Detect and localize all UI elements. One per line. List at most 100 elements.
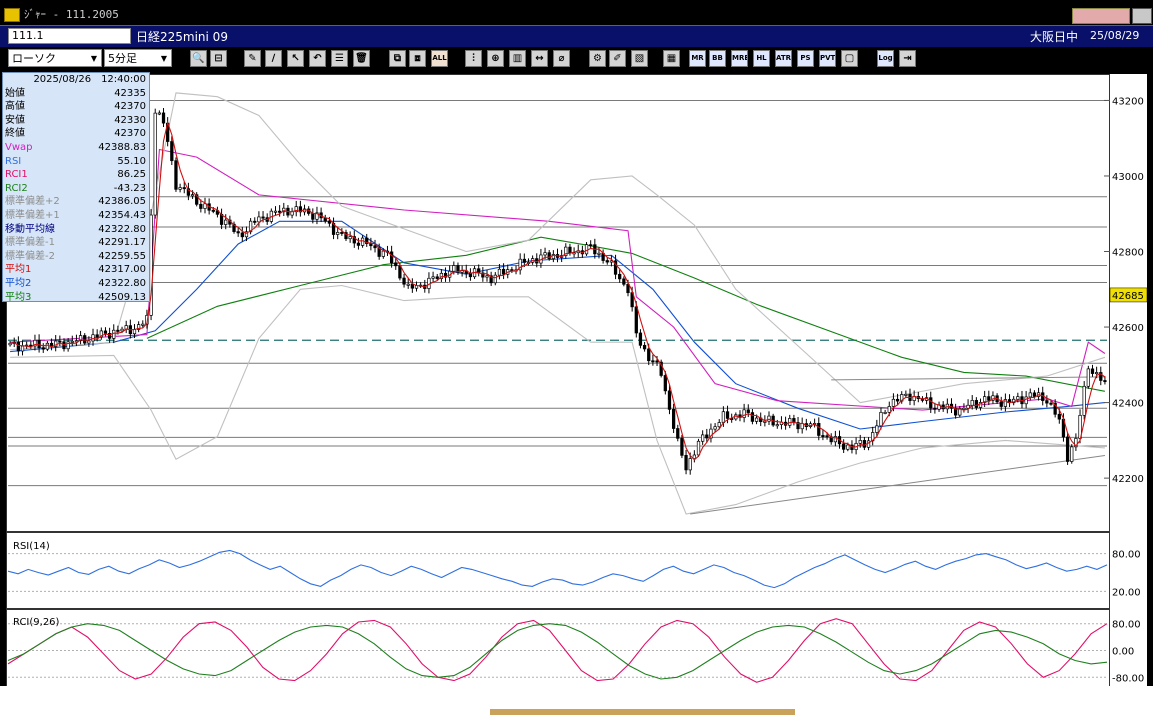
candle bbox=[742, 409, 746, 418]
chart-type-select[interactable]: ローソク ▼ bbox=[8, 49, 102, 67]
square-button[interactable]: ▢ bbox=[841, 50, 858, 67]
restore-button[interactable] bbox=[1072, 8, 1130, 24]
candle bbox=[41, 347, 45, 350]
price-tick-label: 42600 bbox=[1112, 323, 1144, 334]
candle bbox=[1045, 400, 1049, 404]
search-button[interactable]: 🔍 bbox=[190, 50, 207, 67]
candle bbox=[883, 411, 887, 414]
bb-button[interactable]: BB bbox=[709, 50, 726, 67]
price-chart[interactable] bbox=[6, 74, 1110, 532]
undo-button[interactable]: ↶ bbox=[309, 50, 326, 67]
symbol-code-input[interactable]: 111.1 bbox=[8, 28, 131, 44]
ohlc-label: 平均2 bbox=[5, 277, 32, 289]
candle bbox=[966, 404, 970, 409]
candle bbox=[750, 412, 755, 422]
interval-select[interactable]: 5分足 ▼ bbox=[104, 49, 172, 67]
horizontal-scrollbar[interactable] bbox=[490, 709, 795, 715]
candle bbox=[1032, 392, 1037, 397]
mre-button[interactable]: MRE bbox=[731, 50, 748, 67]
candle bbox=[696, 440, 701, 456]
candle bbox=[174, 160, 178, 190]
ohlc-label: 高値 bbox=[5, 101, 25, 113]
panel-tick-label: 0.00 bbox=[1112, 647, 1134, 658]
fit-button[interactable]: ▥ bbox=[509, 50, 526, 67]
ohlc-value: 42370 bbox=[114, 101, 146, 113]
memo-icon: ☰ bbox=[335, 53, 344, 64]
range-button[interactable]: ↔ bbox=[531, 50, 548, 67]
cursor-button[interactable]: ⊟ bbox=[210, 50, 227, 67]
candle bbox=[141, 323, 145, 326]
mr-button[interactable]: MR bbox=[689, 50, 706, 67]
price-tick-label: 42400 bbox=[1112, 399, 1144, 410]
candle bbox=[589, 244, 593, 247]
atr-button[interactable]: ATR bbox=[775, 50, 792, 67]
candle bbox=[501, 268, 506, 275]
draw-button[interactable]: ✎ bbox=[244, 50, 261, 67]
candle bbox=[195, 194, 199, 205]
bar-button[interactable]: ⧉ bbox=[389, 50, 406, 67]
candle bbox=[904, 393, 908, 396]
vol-icon: ⫶ bbox=[472, 53, 475, 64]
vol-button[interactable]: ⫶ bbox=[465, 50, 482, 67]
pointer-button[interactable]: ↖ bbox=[287, 50, 304, 67]
zoom-button[interactable]: ⊕ bbox=[487, 50, 504, 67]
undo-icon: ↶ bbox=[313, 53, 322, 64]
exit-button[interactable]: ⇥ bbox=[899, 50, 916, 67]
ohlc-label: 標準偏差-2 bbox=[5, 250, 55, 262]
candle bbox=[953, 407, 958, 416]
candle bbox=[1090, 368, 1095, 374]
candle bbox=[389, 251, 394, 264]
gear-button[interactable]: ⚙ bbox=[589, 50, 606, 67]
candle bbox=[435, 276, 439, 279]
candle bbox=[493, 274, 497, 284]
close-button[interactable] bbox=[1132, 8, 1152, 24]
log-button[interactable]: Log bbox=[877, 50, 894, 67]
candle bbox=[203, 203, 207, 209]
current-price-label: 42685 bbox=[1112, 291, 1144, 302]
candle bbox=[597, 252, 601, 255]
candle bbox=[70, 340, 74, 343]
candle bbox=[692, 454, 696, 459]
hl-button[interactable]: HL bbox=[753, 50, 770, 67]
instrument-name: 日経225mini 09 bbox=[136, 30, 228, 44]
panel-tick-label: 80.00 bbox=[1112, 620, 1141, 631]
misc-button[interactable]: ⌀ bbox=[553, 50, 570, 67]
candle bbox=[1099, 372, 1103, 381]
candle bbox=[613, 260, 618, 275]
candle bbox=[456, 265, 460, 273]
search-icon: 🔍 bbox=[192, 53, 205, 64]
candle bbox=[962, 407, 966, 410]
all-button[interactable]: ALL bbox=[431, 50, 448, 67]
candle bbox=[825, 435, 829, 438]
pvt-button[interactable]: PVT bbox=[819, 50, 836, 67]
candle bbox=[647, 348, 651, 362]
candle bbox=[717, 422, 721, 428]
tool-button[interactable]: ✐ bbox=[609, 50, 626, 67]
trash-button[interactable]: 🗑 bbox=[353, 50, 370, 67]
ohlc-label: 標準偏差+2 bbox=[5, 196, 60, 208]
line-button[interactable]: ∕ bbox=[265, 50, 282, 67]
tick-icon: ⧈ bbox=[414, 53, 421, 64]
candle bbox=[701, 434, 705, 442]
candle bbox=[796, 422, 800, 430]
candle bbox=[626, 283, 630, 294]
tick-button[interactable]: ⧈ bbox=[409, 50, 426, 67]
candle bbox=[671, 409, 676, 429]
candle bbox=[58, 340, 62, 343]
macd-button[interactable]: ▦ bbox=[663, 50, 680, 67]
candle bbox=[667, 390, 672, 410]
candle bbox=[978, 402, 983, 408]
candle bbox=[340, 231, 344, 234]
candle bbox=[875, 425, 879, 433]
memo-button[interactable]: ☰ bbox=[331, 50, 348, 67]
color-button[interactable]: ▧ bbox=[631, 50, 648, 67]
ohlc-row: 標準偏差-1 42291.17 bbox=[3, 236, 149, 250]
candle bbox=[705, 434, 709, 439]
candle bbox=[481, 272, 485, 278]
gear-icon: ⚙ bbox=[593, 53, 602, 64]
candle bbox=[684, 455, 688, 471]
series-line bbox=[10, 92, 1106, 404]
ps-button[interactable]: PS bbox=[797, 50, 814, 67]
ohlc-label: 標準偏差-1 bbox=[5, 237, 55, 249]
rsi-panel[interactable] bbox=[6, 532, 1110, 609]
